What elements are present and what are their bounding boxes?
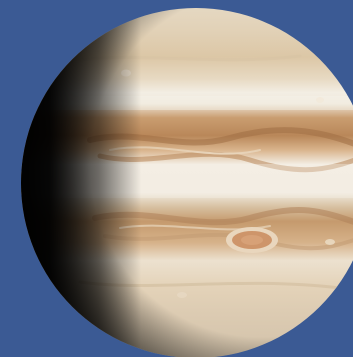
planet-body xyxy=(21,8,353,357)
jupiter-image xyxy=(21,8,353,357)
scene xyxy=(21,8,353,357)
